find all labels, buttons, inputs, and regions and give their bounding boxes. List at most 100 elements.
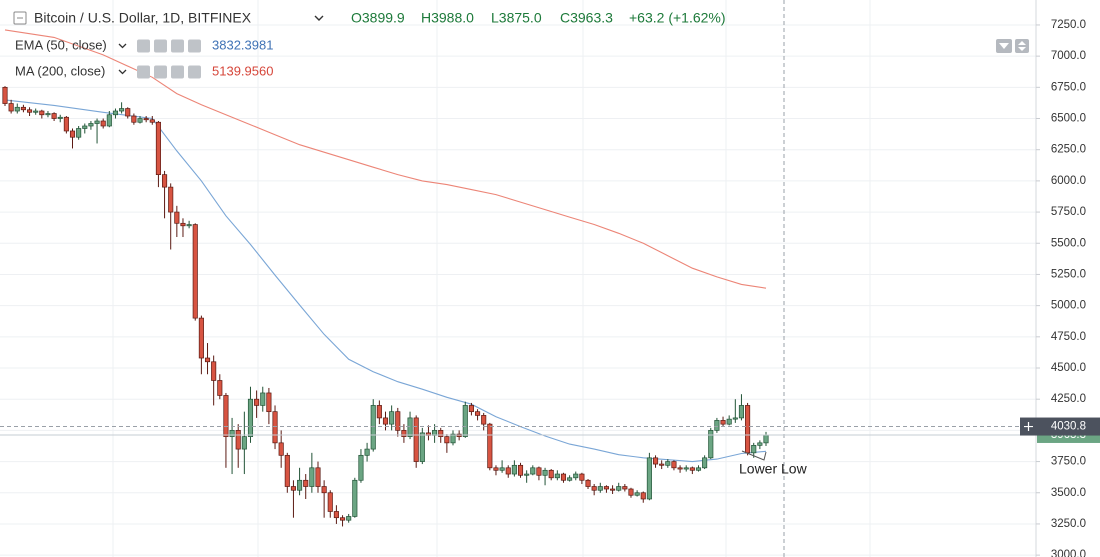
ohlc-change: +63.2 (+1.62%) bbox=[629, 10, 726, 26]
candle-body bbox=[560, 473, 567, 481]
candle-body bbox=[39, 110, 45, 116]
y-tick-label: 7000.0 bbox=[1051, 50, 1086, 62]
candle-body bbox=[536, 467, 542, 476]
candle-body bbox=[333, 511, 339, 519]
y-tick-label: 5250.0 bbox=[1051, 268, 1086, 280]
scale-button-icon bbox=[1018, 41, 1026, 51]
candle-body bbox=[82, 125, 88, 129]
candle-body bbox=[438, 430, 444, 437]
candle-body bbox=[174, 211, 180, 224]
candle-body bbox=[45, 113, 51, 116]
candle-body bbox=[76, 128, 82, 138]
candle-body bbox=[401, 430, 407, 437]
candle-body bbox=[542, 469, 548, 476]
y-tick-label: 3500.0 bbox=[1051, 487, 1086, 499]
legend-chevron[interactable] bbox=[118, 43, 127, 49]
symbol-chevron[interactable] bbox=[314, 15, 324, 21]
candle-body bbox=[278, 442, 284, 456]
candle-body bbox=[745, 405, 751, 454]
candle-body bbox=[2, 86, 8, 104]
candle-body bbox=[450, 433, 456, 444]
candle-body bbox=[751, 445, 757, 454]
candle-body bbox=[732, 417, 738, 420]
legend-name[interactable]: EMA (50, close) bbox=[15, 37, 107, 52]
candle-body bbox=[524, 473, 530, 476]
price-grid bbox=[0, 24, 1036, 556]
candle-body bbox=[603, 486, 609, 490]
candle-body bbox=[229, 430, 235, 437]
candle-body bbox=[63, 116, 69, 132]
candle-body bbox=[192, 224, 198, 319]
legend-button[interactable] bbox=[188, 39, 201, 53]
candle-body bbox=[204, 357, 211, 363]
candle-body bbox=[505, 467, 511, 475]
legend-button[interactable] bbox=[154, 39, 167, 53]
legend-button[interactable] bbox=[137, 39, 150, 53]
candle-body bbox=[149, 119, 155, 123]
candle-body bbox=[702, 457, 708, 469]
candle-body bbox=[462, 405, 468, 437]
symbol-title[interactable]: Bitcoin / U.S. Dollar, 1D, BITFINEX bbox=[34, 10, 252, 26]
collapse-icon[interactable] bbox=[13, 11, 27, 25]
candle-body bbox=[475, 411, 481, 416]
scale-buttons bbox=[996, 39, 1029, 53]
y-tick-label: 5500.0 bbox=[1051, 237, 1086, 249]
candle-body bbox=[284, 454, 290, 487]
candle-body bbox=[26, 109, 33, 113]
candle-body bbox=[14, 106, 20, 112]
candle-body bbox=[162, 174, 168, 188]
candle-body bbox=[628, 488, 634, 496]
price-axis bbox=[1036, 0, 1100, 557]
candle-body bbox=[131, 115, 137, 123]
scale-button[interactable] bbox=[1015, 39, 1029, 53]
candle-body bbox=[665, 461, 671, 466]
candle-body bbox=[8, 103, 14, 112]
candle-body bbox=[646, 457, 652, 500]
legend-button[interactable] bbox=[137, 65, 150, 79]
candle-body bbox=[272, 411, 278, 444]
y-tick-label: 3250.0 bbox=[1051, 518, 1086, 530]
candle-body bbox=[407, 417, 413, 437]
legend-button[interactable] bbox=[171, 39, 184, 53]
candle-body bbox=[726, 418, 732, 425]
candle-body bbox=[763, 434, 769, 444]
candle-body bbox=[481, 415, 487, 425]
candle-body bbox=[585, 479, 591, 487]
candle-body bbox=[321, 486, 327, 494]
candle-body bbox=[376, 405, 382, 419]
legend-value: 3832.3981 bbox=[212, 37, 273, 52]
y-tick-label: 5000.0 bbox=[1051, 300, 1086, 312]
crosshair-plus bbox=[1024, 422, 1033, 432]
candle-body bbox=[303, 479, 309, 487]
candle-body bbox=[738, 405, 745, 419]
legend-chevron[interactable] bbox=[118, 69, 127, 75]
y-tick-label: 6250.0 bbox=[1051, 144, 1086, 156]
legend-name[interactable]: MA (200, close) bbox=[15, 63, 105, 78]
candle-body bbox=[235, 430, 241, 450]
annotation-shape bbox=[741, 450, 767, 461]
annotation-line bbox=[741, 450, 767, 461]
candle-body bbox=[597, 486, 603, 491]
candle-body bbox=[260, 392, 266, 406]
candle-body bbox=[137, 118, 143, 123]
y-tick-label: 5750.0 bbox=[1051, 206, 1086, 218]
candle-body bbox=[51, 113, 57, 119]
candle-body bbox=[652, 457, 659, 465]
candle-body bbox=[125, 108, 131, 117]
candle-body bbox=[591, 486, 597, 491]
candle-body bbox=[468, 405, 474, 413]
candle-body bbox=[33, 110, 39, 113]
candle-body bbox=[634, 492, 640, 496]
legend-button[interactable] bbox=[188, 65, 201, 79]
candle-body bbox=[254, 398, 260, 406]
candle-body bbox=[708, 430, 714, 459]
candle-body bbox=[180, 222, 186, 227]
ohlc-open: O3899.9 bbox=[351, 10, 405, 26]
candle-body bbox=[112, 110, 119, 116]
legend-button[interactable] bbox=[171, 65, 184, 79]
legend-button[interactable] bbox=[154, 65, 167, 79]
candle-body bbox=[554, 473, 560, 479]
candle-body bbox=[382, 417, 389, 425]
